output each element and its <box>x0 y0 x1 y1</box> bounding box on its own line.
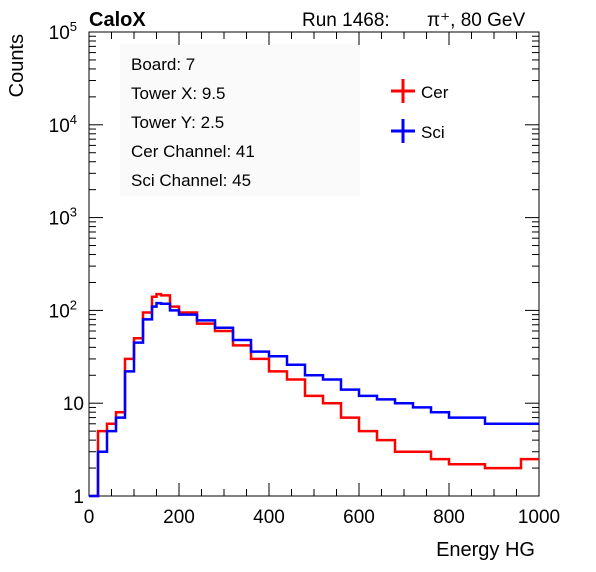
x-tick-label: 0 <box>84 507 95 528</box>
legend: Cer Sci <box>391 79 449 143</box>
particle-label: π⁺, 80 GeV <box>427 10 525 31</box>
logo-text: CaloX <box>89 9 146 31</box>
info-line-sci-channel: Sci Channel: 45 <box>131 171 251 190</box>
info-line-tower-x: Tower X: 9.5 <box>131 84 226 103</box>
series-line-sci <box>89 301 539 498</box>
x-axis-title: Energy HG <box>436 539 535 561</box>
axis-ticks: 0 200 400 600 800 1000 1 10 102 103 104 105 <box>49 19 561 528</box>
series-layer <box>89 292 539 498</box>
x-tick-label: 800 <box>433 507 465 528</box>
legend-label-cer: Cer <box>421 83 449 102</box>
info-line-board: Board: 7 <box>131 55 195 74</box>
y-tick-label: 1 <box>73 487 84 508</box>
y-tick-label: 102 <box>49 297 77 322</box>
y-tick-label: 105 <box>49 19 77 44</box>
info-line-tower-y: Tower Y: 2.5 <box>131 113 224 132</box>
y-tick-label: 103 <box>49 205 77 230</box>
x-tick-label: 400 <box>253 507 285 528</box>
y-tick-label: 10 <box>63 394 84 415</box>
x-tick-label: 600 <box>343 507 375 528</box>
legend-marker-sci <box>391 119 415 143</box>
run-label: Run 1468: <box>302 10 390 31</box>
legend-label-sci: Sci <box>421 123 445 142</box>
y-tick-label: 104 <box>49 112 77 137</box>
x-tick-label: 1000 <box>518 507 560 528</box>
series-line-cer <box>89 292 539 498</box>
info-line-cer-channel: Cer Channel: 41 <box>131 142 255 161</box>
info-box <box>120 44 360 196</box>
legend-marker-cer <box>391 79 415 103</box>
y-axis-title: Counts <box>6 34 28 97</box>
x-tick-label: 200 <box>163 507 195 528</box>
